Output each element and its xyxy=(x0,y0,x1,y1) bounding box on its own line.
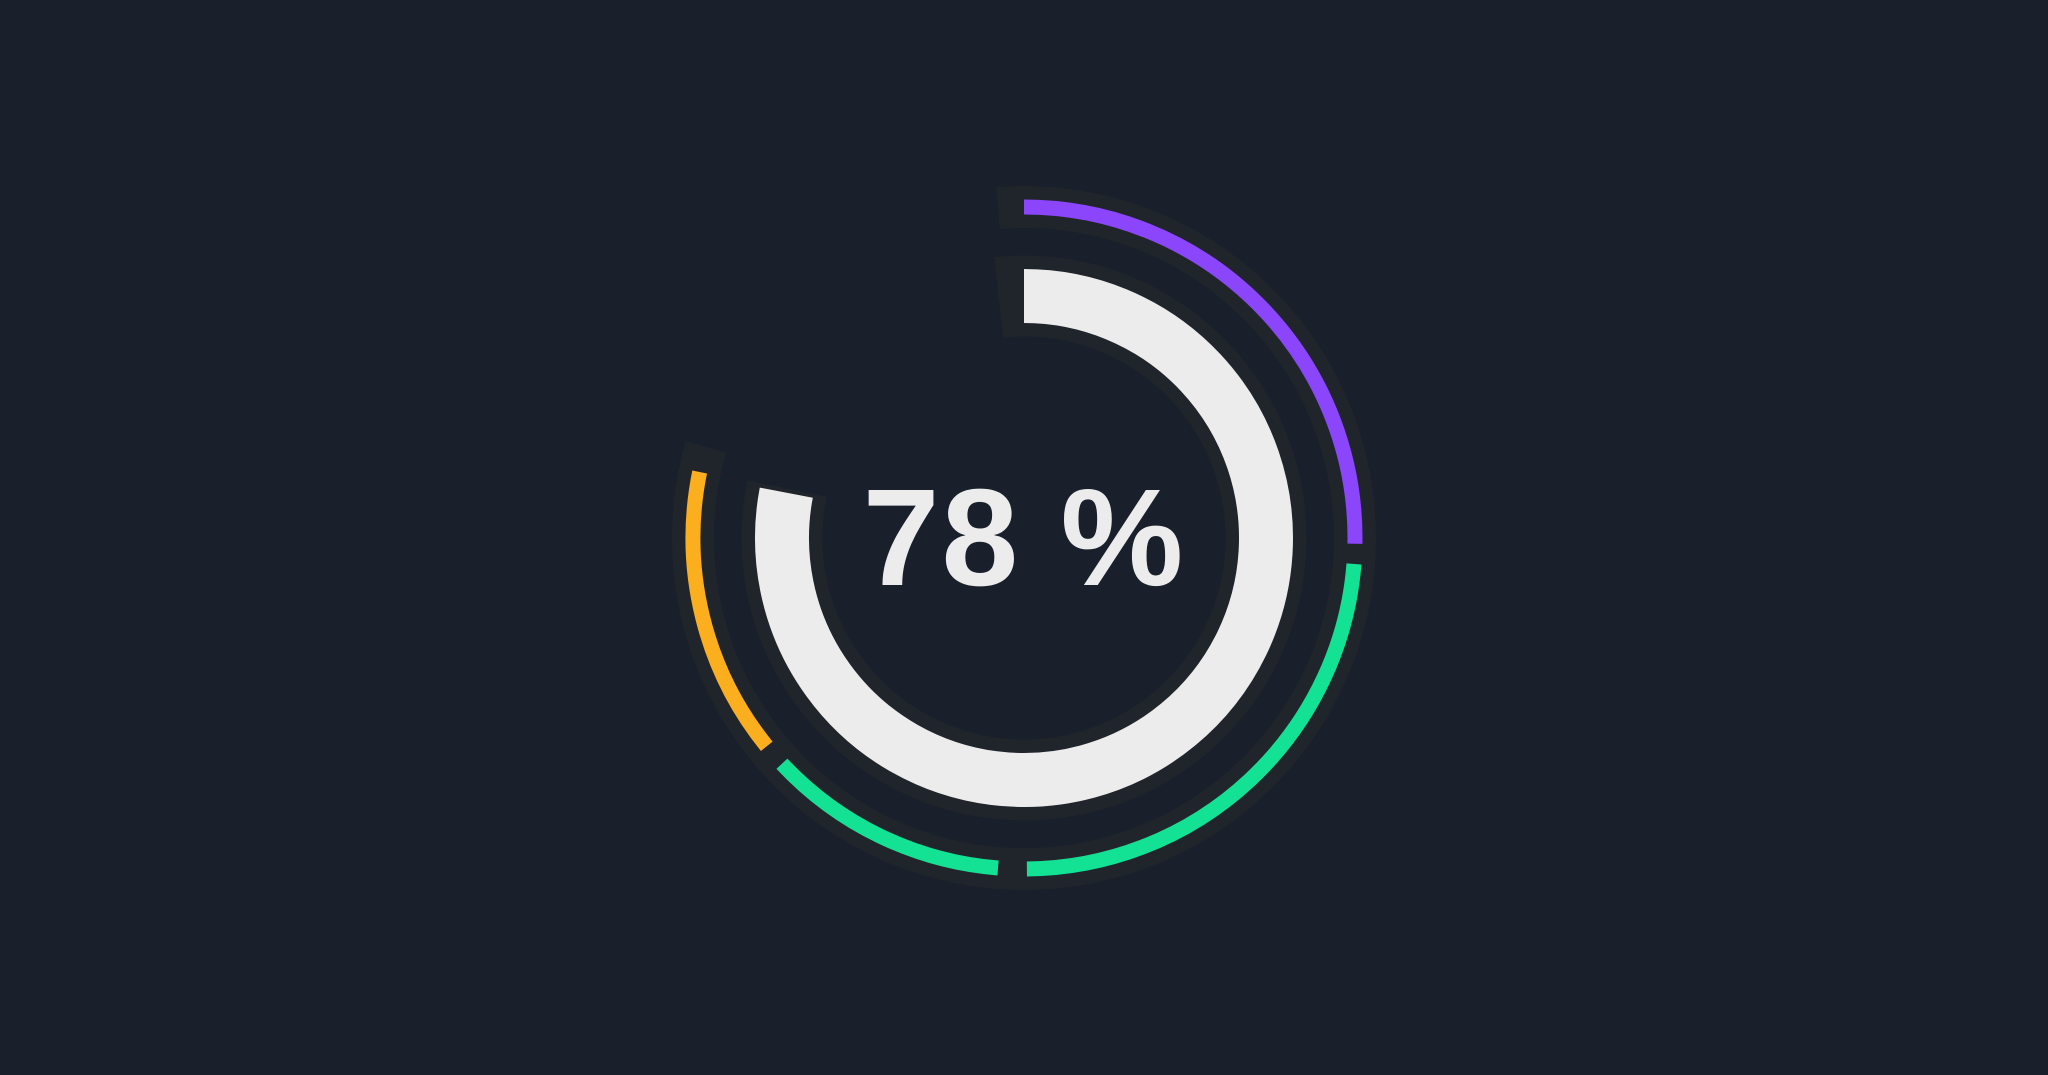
progress-gauge-layer xyxy=(755,269,1293,807)
ring-segment-green-b xyxy=(776,758,999,876)
ring-segment-green-a xyxy=(1026,563,1362,877)
ring-segment-orange xyxy=(685,470,773,752)
progress-value-label: 78 % xyxy=(863,461,1186,615)
gauge-progress-arc xyxy=(755,269,1293,807)
outer-ring-segments xyxy=(685,199,1363,877)
ring-segment-purple xyxy=(1023,199,1363,544)
